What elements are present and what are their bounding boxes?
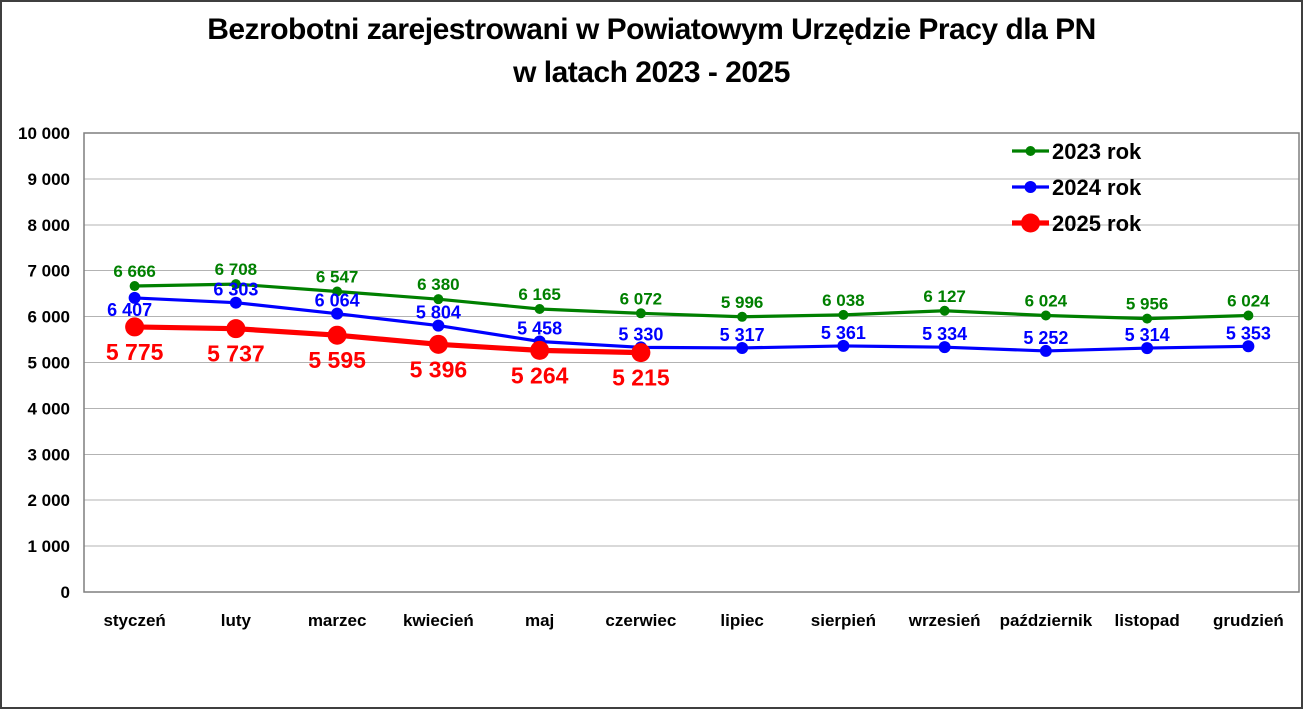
y-tick-label: 0 [61,583,70,602]
data-point-label-2023-rok: 6 072 [620,289,663,308]
data-point-label-2024-rok: 5 252 [1023,328,1068,348]
data-point-label-2024-rok: 5 330 [618,324,663,344]
data-point-2023-rok [129,281,140,292]
y-tick-label: 5 000 [27,354,70,373]
data-point-label-2024-rok: 6 064 [315,291,360,311]
data-point-label-2025-rok: 5 775 [106,339,164,365]
data-point-2023-rok [939,305,950,316]
y-tick-label: 3 000 [27,445,70,464]
data-point-label-2023-rok: 6 024 [1025,291,1068,310]
data-point-2023-rok [737,311,748,322]
x-tick-label: listopad [1115,611,1180,630]
data-point-label-2024-rok: 5 804 [416,303,461,323]
y-tick-label: 8 000 [27,216,70,235]
y-tick-label: 2 000 [27,491,70,510]
legend-marker [1024,181,1037,193]
data-point-2023-rok [534,304,545,315]
data-point-2024-rok [331,307,344,320]
data-point-2024-rok [229,296,242,309]
x-tick-label: październik [1000,611,1093,630]
data-point-label-2024-rok: 5 353 [1226,323,1271,343]
data-point-2025-rok [428,334,448,354]
data-point-label-2025-rok: 5 264 [511,362,569,388]
data-point-2024-rok [938,341,951,354]
data-point-label-2023-rok: 6 547 [316,267,359,286]
data-point-label-2024-rok: 5 458 [517,318,562,338]
y-tick-label: 4 000 [27,399,70,418]
data-point-2023-rok [1040,310,1051,321]
data-point-2023-rok [332,286,343,297]
data-point-2024-rok [432,319,445,332]
data-point-2024-rok [1039,344,1052,357]
data-point-2024-rok [837,339,850,352]
data-point-2025-rok [327,325,347,345]
data-point-label-2023-rok: 6 038 [822,291,865,310]
data-point-label-2023-rok: 6 165 [518,285,561,304]
data-point-2025-rok [530,340,550,360]
chart-subtitle: w latach 2023 - 2025 [513,56,790,89]
y-tick-label: 10 000 [18,124,70,143]
data-point-label-2023-rok: 6 708 [215,260,258,279]
legend-marker [1021,213,1040,233]
data-point-2023-rok [1142,313,1153,324]
data-point-2024-rok [128,291,141,304]
y-tick-label: 9 000 [27,170,70,189]
legend-item-2025-rok: 2025 rok [1012,211,1142,236]
data-point-label-2023-rok: 6 024 [1227,291,1270,310]
data-point-2024-rok [1141,342,1154,355]
chart-title: Bezrobotni zarejestrowani w Powiatowym U… [207,13,1096,46]
y-tick-label: 1 000 [27,537,70,556]
data-point-2023-rok [838,309,849,320]
x-tick-label: styczeń [103,611,165,630]
data-point-label-2024-rok: 5 361 [821,323,866,343]
x-tick-label: grudzień [1213,611,1284,630]
data-point-label-2024-rok: 5 314 [1125,325,1170,345]
x-tick-label: czerwiec [605,611,676,630]
x-tick-label: wrzesień [908,611,981,630]
series-line-2024-rok [134,296,1249,353]
data-point-2023-rok [635,308,646,319]
legend-item-2024-rok: 2024 rok [1012,175,1142,200]
y-tick-label: 7 000 [27,262,70,281]
data-point-label-2023-rok: 6 127 [923,287,966,306]
x-tick-label: maj [525,611,554,630]
legend-marker [1025,146,1036,156]
data-point-label-2025-rok: 5 737 [207,341,265,367]
x-tick-label: lipiec [720,611,763,630]
data-point-2025-rok [226,319,246,339]
legend-label: 2023 rok [1052,139,1142,164]
data-point-2023-rok [433,294,444,305]
legend-item-2023-rok: 2023 rok [1012,139,1142,164]
legend-label: 2025 rok [1052,211,1142,236]
x-tick-label: sierpień [811,611,876,630]
data-point-2023-rok [230,279,241,290]
data-point-2025-rok [631,343,651,363]
x-tick-label: luty [221,611,252,630]
plot-frame [83,132,1300,593]
data-point-label-2025-rok: 5 215 [612,365,670,391]
data-point-2024-rok [736,341,749,354]
legend-label: 2024 rok [1052,175,1142,200]
data-point-2023-rok [1243,310,1254,321]
data-point-label-2024-rok: 5 334 [922,324,967,344]
x-tick-label: marzec [308,611,367,630]
x-tick-label: kwiecień [403,611,474,630]
data-point-2024-rok [1242,340,1255,353]
data-point-label-2023-rok: 6 666 [113,262,156,281]
data-point-label-2023-rok: 6 380 [417,275,460,294]
y-tick-label: 6 000 [27,308,70,327]
chart-title-block: Bezrobotni zarejestrowani w Powiatowym U… [2,8,1301,94]
data-point-label-2023-rok: 5 956 [1126,295,1169,314]
data-point-2025-rok [125,317,145,337]
series-line-2023-rok [134,282,1249,321]
data-point-label-2024-rok: 6 303 [213,280,258,300]
series-line-2025-rok [134,324,641,356]
data-point-label-2024-rok: 6 407 [107,300,152,320]
data-point-label-2023-rok: 5 996 [721,293,764,312]
data-point-label-2025-rok: 5 396 [410,356,468,382]
data-point-label-2024-rok: 5 317 [720,325,765,345]
data-point-label-2025-rok: 5 595 [308,347,366,373]
